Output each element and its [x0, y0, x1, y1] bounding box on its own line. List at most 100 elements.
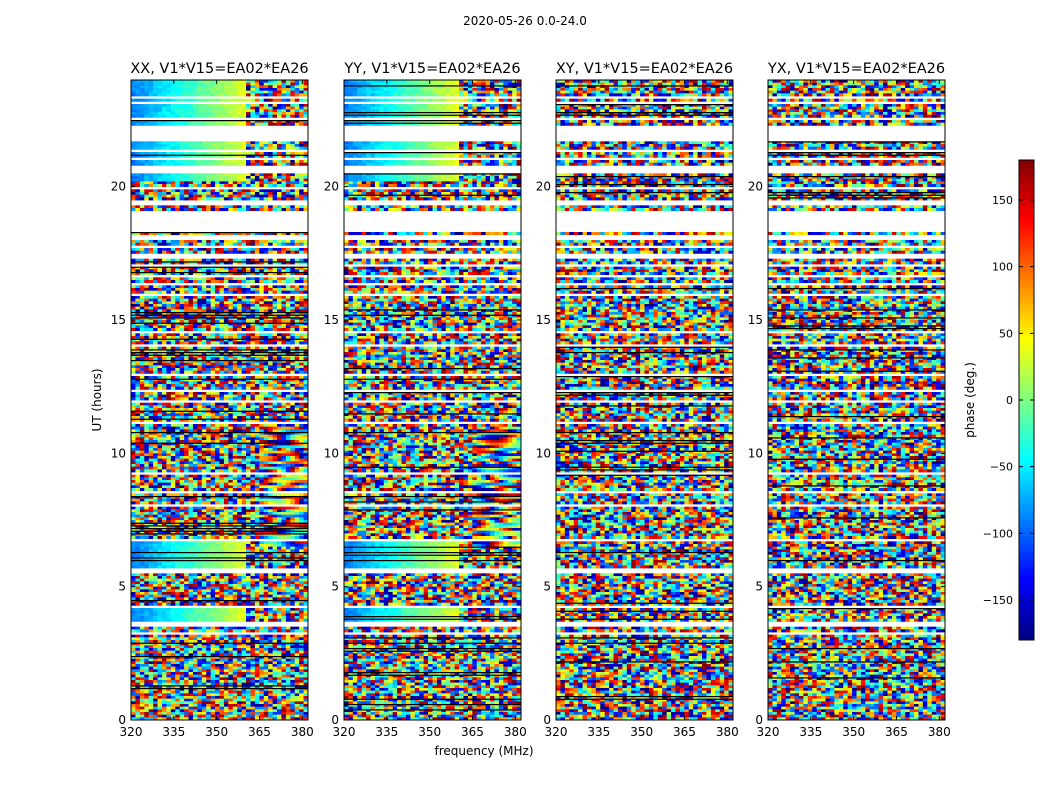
phase-cell: [294, 429, 300, 433]
phase-cell: [166, 250, 172, 254]
phase-cell: [294, 146, 300, 150]
phase-cell: [290, 80, 296, 84]
phase-cell: [144, 194, 150, 198]
phase-cell: [206, 416, 212, 420]
phase-cell: [215, 501, 220, 505]
phase-cell: [272, 93, 278, 97]
phase-cell: [303, 341, 308, 345]
phase-cell: [166, 386, 172, 390]
phase-cell: [277, 290, 282, 294]
phase-cell: [241, 365, 247, 369]
phase-cell: [219, 184, 225, 188]
phase-cell: [139, 341, 145, 345]
phase-cell: [192, 456, 198, 460]
phase-cell: [223, 416, 229, 420]
phase-cell: [161, 525, 167, 529]
phase-cell: [294, 285, 300, 289]
phase-cell: [179, 514, 185, 518]
phase-cell: [215, 208, 220, 212]
phase-cell: [188, 109, 194, 113]
phase-cell: [232, 357, 238, 361]
phase-cell: [237, 181, 243, 185]
phase-cell: [170, 122, 176, 126]
phase-cell: [263, 232, 269, 236]
phase-cell: [135, 192, 141, 196]
phase-cell: [206, 488, 212, 492]
phase-cell: [285, 392, 291, 396]
phase-cell: [254, 336, 260, 340]
phase-cell: [223, 309, 229, 313]
phase-cell: [219, 197, 225, 201]
phase-cell: [148, 341, 154, 345]
phase-cell: [166, 488, 172, 492]
phase-cell: [144, 304, 150, 308]
phase-cell: [148, 442, 154, 446]
phase-cell: [250, 120, 256, 124]
phase-cell: [166, 394, 172, 398]
phase-cell: [148, 250, 154, 254]
phase-cell: [153, 320, 159, 324]
phase-cell: [294, 309, 300, 313]
phase-cell: [188, 432, 194, 436]
phase-cell: [281, 106, 287, 110]
phase-cell: [215, 514, 220, 518]
phase-cell: [148, 418, 154, 422]
phase-cell: [175, 496, 181, 500]
phase-cell: [184, 461, 190, 465]
phase-cell: [303, 288, 308, 292]
phase-cell: [139, 144, 145, 148]
phase-cell: [303, 517, 308, 521]
phase-cell: [294, 197, 300, 201]
phase-cell: [201, 162, 207, 166]
phase-cell: [188, 322, 194, 326]
phase-cell: [259, 370, 265, 374]
phase-cell: [184, 392, 190, 396]
phase-cell: [166, 429, 172, 433]
phase-cell: [241, 442, 247, 446]
phase-cell: [303, 205, 308, 209]
phase-cell: [272, 346, 278, 350]
phase-cell: [268, 485, 274, 489]
phase-cell: [153, 82, 159, 86]
phase-cell: [232, 141, 238, 145]
phase-cell: [268, 296, 274, 300]
phase-cell: [299, 290, 305, 294]
phase-cell: [139, 88, 145, 92]
phase-cell: [232, 261, 238, 265]
phase-cell: [179, 152, 185, 156]
phase-cell: [246, 266, 251, 270]
phase-cell: [153, 360, 159, 364]
phase-cell: [250, 106, 256, 110]
phase-cell: [175, 301, 181, 305]
phase-cell: [210, 328, 216, 332]
phase-cell: [268, 261, 274, 265]
phase-cell: [254, 386, 260, 390]
phase-cell: [131, 322, 136, 326]
phase-cell: [263, 450, 269, 454]
phase-cell: [201, 397, 207, 401]
phase-cell: [285, 322, 291, 326]
phase-cell: [148, 258, 154, 262]
phase-cell: [210, 258, 216, 262]
phase-cell: [131, 141, 136, 145]
phase-cell: [246, 88, 251, 92]
phase-cell: [166, 360, 172, 364]
phase-cell: [215, 232, 220, 236]
phase-cell: [175, 517, 181, 521]
phase-cell: [170, 192, 176, 196]
phase-cell: [210, 205, 216, 209]
phase-cell: [254, 418, 260, 422]
phase-cell: [139, 269, 145, 273]
phase-cell: [179, 416, 185, 420]
phase-cell: [219, 232, 225, 236]
phase-cell: [277, 456, 282, 460]
phase-cell: [175, 477, 181, 481]
phase-cell: [148, 480, 154, 484]
phase-cell: [131, 93, 136, 97]
phase-cell: [157, 429, 163, 433]
phase-cell: [153, 296, 159, 300]
phase-cell: [148, 98, 154, 102]
phase-cell: [250, 176, 256, 180]
phase-cell: [175, 189, 181, 193]
phase-cell: [201, 408, 207, 412]
